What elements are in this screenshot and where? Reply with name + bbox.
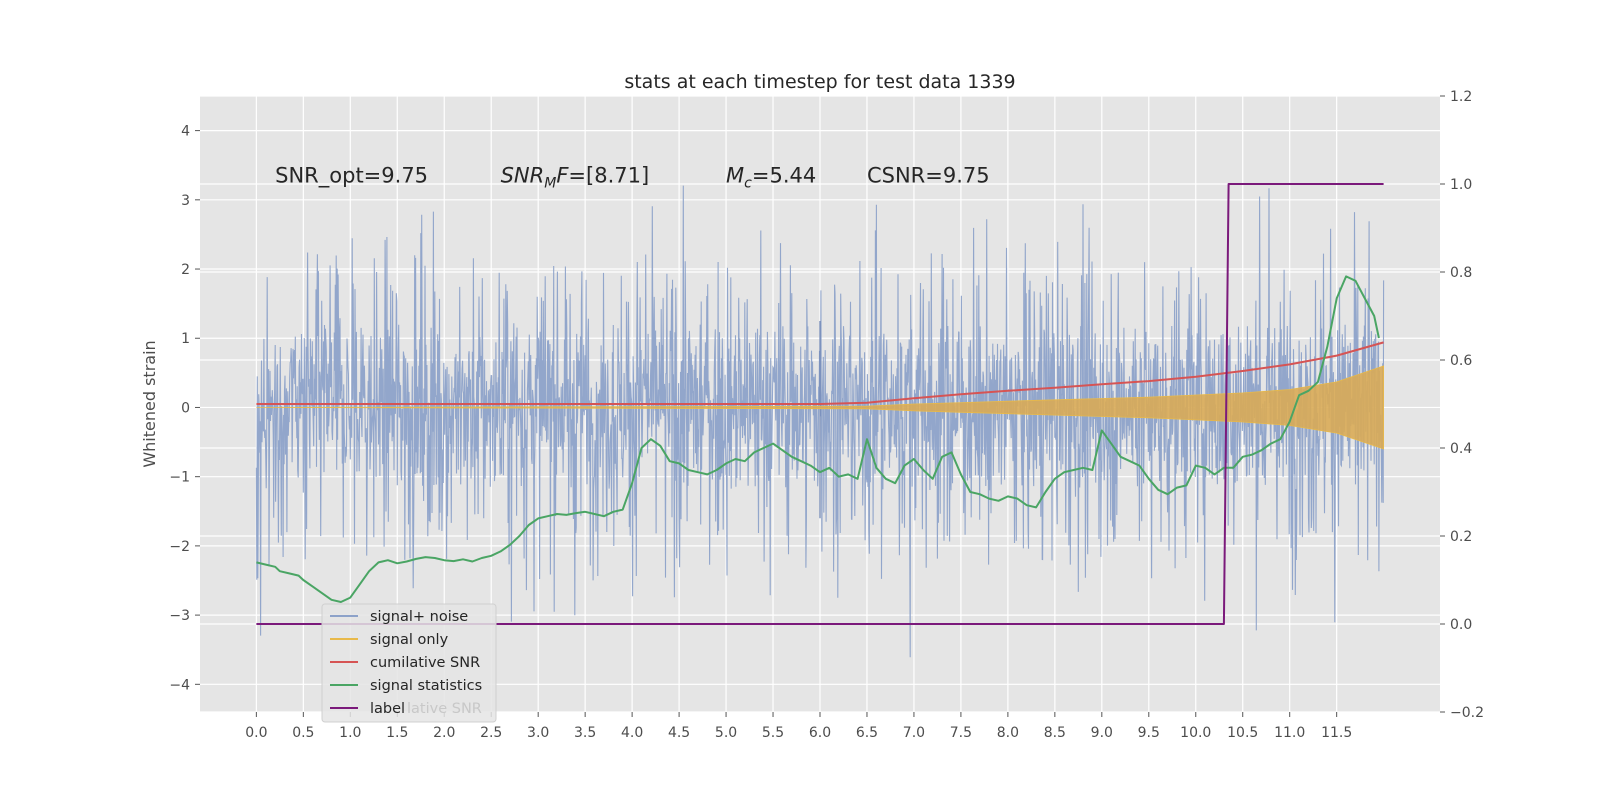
annotation-text: Mc=5.44 xyxy=(726,164,816,192)
annotations: SNR_opt=9.75 SNRMF=[8.71] Mc=5.44 CSNR=9.75 xyxy=(275,164,989,192)
y2-tick-label: 0.0 xyxy=(1450,617,1472,633)
x-tick-label: 10.0 xyxy=(1180,725,1211,741)
annotation-part: =[8.71] xyxy=(568,164,649,188)
annotation-part: SNR xyxy=(501,164,545,188)
y-tick-label: 0 xyxy=(181,400,190,416)
x-tick-label: 2.5 xyxy=(480,725,502,741)
x-tick-label: 8.5 xyxy=(1044,725,1066,741)
x-axis-ticks: 0.0 0.5 1.0 1.5 2.0 2.5 3.0 3.5 4.0 4.5 5.0 5.5 6.0 6… xyxy=(245,712,1352,741)
x-tick-label: 8.0 xyxy=(997,725,1019,741)
annotation-part: M xyxy=(726,164,744,188)
x-tick-label: 3.5 xyxy=(574,725,596,741)
x-tick-label: 5.5 xyxy=(762,725,784,741)
x-tick-label: 10.5 xyxy=(1227,725,1258,741)
y2-axis-ticks: −0.2 0.0 0.2 0.4 0.6 0.8 1.0 1.2 xyxy=(1440,89,1484,721)
y-tick-label: 4 xyxy=(181,124,190,140)
x-tick-label: 4.0 xyxy=(621,725,643,741)
series-cumulative-snr xyxy=(256,341,1384,405)
y2-tick-label: 0.4 xyxy=(1450,441,1472,457)
legend-entry: signal+ noise xyxy=(370,609,468,625)
annotation-part: M xyxy=(544,176,556,192)
y2-tick-label: 0.8 xyxy=(1450,265,1472,281)
y-tick-label: 3 xyxy=(181,193,190,209)
y-axis-label: Whitened strain xyxy=(140,340,159,467)
y-tick-label: 2 xyxy=(181,262,190,278)
series-signal-statistics xyxy=(256,275,1380,603)
annotation-part: SNR_opt=9.75 xyxy=(275,164,428,189)
annotation-text: CSNR=9.75 xyxy=(867,164,990,188)
x-tick-label: 9.0 xyxy=(1091,725,1113,741)
series-signal-only xyxy=(256,365,1384,450)
annotation-part: F xyxy=(556,164,569,188)
annotation-text: SNRMF=[8.71] xyxy=(501,164,650,192)
x-tick-label: 11.5 xyxy=(1321,725,1352,741)
legend-entry: signal only xyxy=(370,632,449,648)
annotation-part: =5.44 xyxy=(752,164,816,188)
x-tick-label: 3.0 xyxy=(527,725,549,741)
y2-tick-label: 1.2 xyxy=(1450,89,1472,105)
x-tick-label: 5.0 xyxy=(715,725,737,741)
y-tick-label: −1 xyxy=(169,470,190,486)
y-tick-label: 1 xyxy=(181,331,190,347)
x-tick-label: 1.0 xyxy=(339,725,361,741)
legend-ghost-text: lative SNR xyxy=(407,701,482,717)
legend-entry: label xyxy=(370,701,405,717)
legend: signal+ noise signal only cumilative SNR si… xyxy=(321,603,497,723)
x-tick-label: 11.0 xyxy=(1274,725,1305,741)
y2-tick-label: 1.0 xyxy=(1450,177,1472,193)
x-tick-label: 2.0 xyxy=(433,725,455,741)
y-tick-label: −2 xyxy=(169,539,190,555)
x-tick-label: 7.0 xyxy=(903,725,925,741)
x-tick-label: 0.0 xyxy=(245,725,267,741)
y2-tick-label: 0.6 xyxy=(1450,353,1472,369)
series-label xyxy=(256,183,1384,625)
x-tick-label: 6.5 xyxy=(856,725,878,741)
y2-tick-label: −0.2 xyxy=(1450,705,1484,721)
series-layer xyxy=(255,183,1385,658)
y-tick-label: −3 xyxy=(169,608,190,624)
legend-entry: signal statistics xyxy=(370,678,482,694)
legend-entry: cumilative SNR xyxy=(370,655,480,671)
annotation-part: CSNR=9.75 xyxy=(867,164,990,188)
x-tick-label: 7.5 xyxy=(950,725,972,741)
x-tick-label: 6.0 xyxy=(809,725,831,741)
x-tick-label: 4.5 xyxy=(668,725,690,741)
x-tick-label: 9.5 xyxy=(1138,725,1160,741)
annotation-text: SNR_opt=9.75 xyxy=(275,164,428,189)
chart-title: stats at each timestep for test data 133… xyxy=(624,71,1015,93)
y2-tick-label: 0.2 xyxy=(1450,529,1472,545)
x-tick-label: 0.5 xyxy=(292,725,314,741)
y-tick-label: −4 xyxy=(169,677,190,693)
annotation-part: c xyxy=(744,176,752,192)
y-axis-ticks: −4 −3 −2 −1 0 1 2 3 4 xyxy=(169,124,200,693)
x-tick-label: 1.5 xyxy=(386,725,408,741)
legend-box xyxy=(321,603,497,723)
